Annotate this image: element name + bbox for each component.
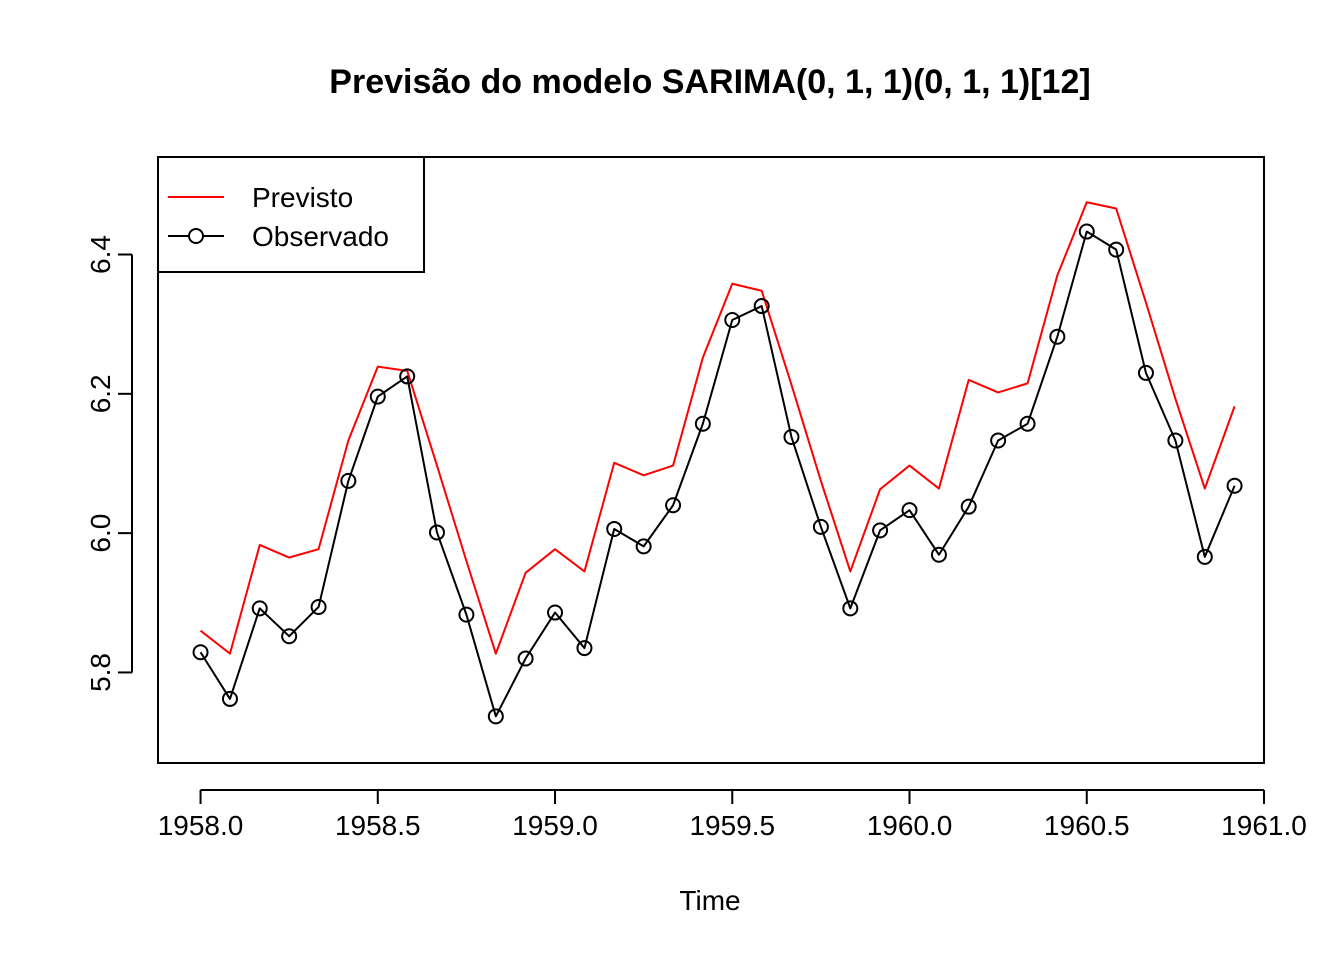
data-point-observado xyxy=(458,606,475,623)
data-point-observado xyxy=(635,538,652,555)
data-point-observado xyxy=(340,472,357,489)
x-tick-label: 1959.5 xyxy=(689,810,775,841)
x-tick-label: 1961.0 xyxy=(1221,810,1307,841)
data-point-observado xyxy=(547,604,564,621)
data-point-observado xyxy=(517,650,534,667)
data-point-observado xyxy=(930,546,947,563)
legend-observado-marker xyxy=(188,228,204,244)
data-point-observado xyxy=(1049,328,1066,345)
data-point-observado xyxy=(812,518,829,535)
plot-area-frame xyxy=(157,156,1265,764)
data-point-observado xyxy=(192,644,209,661)
y-tick-label: 6.4 xyxy=(85,235,116,274)
data-point-observado xyxy=(783,429,800,446)
series-line-previsto xyxy=(199,201,1236,655)
series-layer xyxy=(192,201,1243,725)
data-point-observado xyxy=(724,311,741,328)
data-point-observado xyxy=(251,600,268,617)
y-tick-label: 6.0 xyxy=(85,514,116,553)
data-point-observado xyxy=(1137,364,1154,381)
data-point-observado xyxy=(428,524,445,541)
legend: Previsto Observado xyxy=(157,156,425,273)
x-tick-label: 1960.5 xyxy=(1044,810,1130,841)
data-point-observado xyxy=(1196,548,1213,565)
data-point-observado xyxy=(901,502,918,519)
data-point-observado xyxy=(753,298,770,315)
y-tick-label: 6.2 xyxy=(85,374,116,413)
data-point-observado xyxy=(576,640,593,657)
data-point-observado xyxy=(665,497,682,514)
y-axis: 5.8 6.0 6.2 6.4 xyxy=(85,235,133,692)
chart-title: Previsão do modelo SARIMA(0, 1, 1)(0, 1,… xyxy=(329,63,1090,101)
data-point-observado xyxy=(399,368,416,385)
legend-box xyxy=(157,156,425,273)
data-point-observado xyxy=(487,708,504,725)
x-tick-label: 1960.0 xyxy=(867,810,953,841)
data-point-observado xyxy=(606,520,623,537)
legend-previsto-label: Previsto xyxy=(252,182,353,213)
data-point-observado xyxy=(221,690,238,707)
data-point-observado xyxy=(281,628,298,645)
data-point-observado xyxy=(872,522,889,539)
data-point-observado xyxy=(990,432,1007,449)
data-point-observado xyxy=(1108,241,1125,258)
data-point-observado xyxy=(1019,415,1036,432)
data-point-observado xyxy=(369,388,386,405)
legend-observado-label: Observado xyxy=(252,221,389,252)
x-tick-label: 1958.0 xyxy=(158,810,244,841)
x-axis-label: Time xyxy=(679,885,740,916)
data-point-observado xyxy=(1167,432,1184,449)
y-tick-label: 5.8 xyxy=(85,653,116,692)
series-line-observado xyxy=(199,230,1236,718)
data-point-observado xyxy=(1078,223,1095,240)
x-tick-label: 1958.5 xyxy=(335,810,421,841)
x-axis: 1958.0 1958.5 1959.0 1959.5 1960.0 1960.5 1961… xyxy=(158,789,1307,841)
data-point-observado xyxy=(960,498,977,515)
x-tick-label: 1959.0 xyxy=(512,810,598,841)
data-point-observado xyxy=(310,598,327,615)
data-point-observado xyxy=(694,415,711,432)
data-point-observado xyxy=(1226,477,1243,494)
data-point-observado xyxy=(842,600,859,617)
